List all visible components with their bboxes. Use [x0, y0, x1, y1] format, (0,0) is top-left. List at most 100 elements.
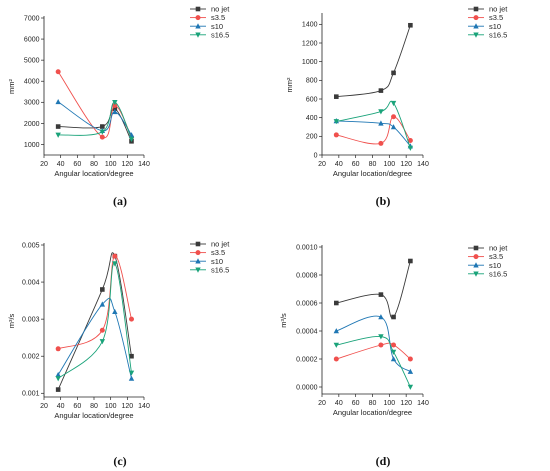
legend-label: s10	[489, 261, 501, 270]
x-axis-label: Angular location/degree	[54, 411, 133, 420]
x-tick-label: 120	[400, 161, 412, 168]
x-tick-label: 80	[369, 400, 377, 407]
x-tick-label: 120	[121, 403, 133, 410]
legend-item: no jet	[190, 5, 230, 14]
data-point	[333, 119, 340, 125]
data-point	[333, 342, 340, 348]
y-axis-label: m³/s	[7, 313, 16, 328]
legend-item: no jet	[468, 5, 508, 14]
series-s10	[333, 314, 414, 374]
x-tick-label: 60	[73, 161, 81, 168]
data-point	[128, 370, 135, 376]
legend-label: s10	[211, 22, 223, 31]
y-tick-label: 1400	[302, 22, 318, 29]
legend-swatch-marker	[195, 23, 201, 29]
series-line	[336, 25, 411, 98]
legend-label: no jet	[211, 5, 230, 14]
data-point	[390, 100, 397, 107]
data-point	[129, 353, 134, 359]
series-no-jet	[334, 22, 413, 99]
y-tick-label: 1200	[302, 40, 318, 47]
x-tick-label: 80	[369, 161, 377, 168]
y-tick-label: 0.0010	[296, 244, 318, 251]
data-point	[390, 124, 397, 130]
data-point	[407, 384, 414, 390]
y-tick-label: 0.0002	[296, 356, 318, 363]
legend-item: s16.5	[190, 265, 229, 274]
data-point	[112, 106, 118, 111]
y-tick-label: 0.002	[22, 354, 40, 361]
data-point	[55, 346, 61, 352]
x-tick-label: 40	[57, 161, 65, 168]
legend-swatch-marker	[195, 6, 201, 12]
y-tick-label: 200	[306, 134, 318, 141]
x-tick-label: 140	[417, 161, 429, 168]
x-tick-label: 40	[335, 161, 343, 168]
x-tick-label: 140	[138, 403, 150, 410]
y-axis-label: m³/s	[279, 313, 288, 328]
legend-item: s16.5	[190, 30, 229, 39]
series-s3-5	[333, 114, 413, 146]
data-point	[334, 94, 339, 99]
data-point	[333, 132, 339, 138]
x-tick-label: 20	[318, 161, 326, 168]
data-point	[99, 129, 106, 135]
legend-swatch-marker	[195, 258, 201, 264]
y-tick-label: 800	[306, 78, 318, 85]
legend-item: no jet	[468, 244, 508, 253]
y-tick-label: 0.0006	[296, 300, 318, 307]
data-point	[391, 314, 396, 320]
y-tick-label: 4000	[24, 79, 40, 86]
legend-swatch-marker	[473, 262, 479, 268]
series-no-jet	[334, 258, 413, 320]
legend-item: s3.5	[190, 248, 225, 257]
chart-panel-3: 20 40 60 80 100 120 140 0.001 0.002 0.003 0.004 0.0…	[7, 240, 230, 468]
data-point	[378, 109, 384, 115]
legend-label: no jet	[489, 5, 508, 14]
data-point	[407, 368, 414, 374]
series-line	[336, 315, 411, 372]
x-tick-label: 60	[73, 403, 81, 410]
data-point	[129, 316, 134, 322]
data-point	[408, 258, 413, 264]
series-s16-5	[55, 100, 135, 143]
data-point	[391, 70, 396, 76]
y-tick-label: 0.001	[22, 391, 40, 398]
data-point	[378, 314, 384, 320]
x-tick-label: 60	[352, 400, 360, 407]
series-line	[57, 255, 132, 350]
series-s10	[55, 98, 135, 138]
data-point	[100, 287, 105, 292]
series-s3-5	[333, 342, 413, 362]
data-point	[112, 261, 118, 267]
legend-swatch-marker	[473, 23, 479, 29]
legend-swatch-marker	[473, 6, 479, 12]
y-tick-label: 7000	[24, 15, 40, 22]
data-point	[378, 140, 384, 146]
series-line	[57, 101, 132, 136]
series-line	[57, 263, 132, 379]
data-point	[378, 120, 384, 126]
data-point	[99, 134, 105, 140]
data-point	[112, 253, 118, 259]
data-point	[408, 22, 413, 28]
y-tick-label: 0.005	[22, 242, 40, 249]
data-point	[55, 371, 61, 378]
y-axis-label: mm²	[7, 79, 16, 94]
panel-label: (b)	[376, 194, 391, 208]
series-line	[336, 260, 411, 319]
legend-label: s10	[211, 257, 223, 266]
panel-label: (d)	[376, 454, 391, 468]
data-point	[378, 334, 384, 340]
legend-swatch-marker	[473, 245, 479, 251]
legend-swatch-marker	[195, 267, 201, 273]
legend-swatch-marker	[473, 271, 479, 277]
chart-panel-2: 20 40 60 80 100 120 14002004006008001000120014…	[285, 5, 508, 208]
data-point	[99, 339, 106, 345]
data-point	[407, 356, 413, 362]
x-tick-label: 120	[121, 161, 133, 168]
